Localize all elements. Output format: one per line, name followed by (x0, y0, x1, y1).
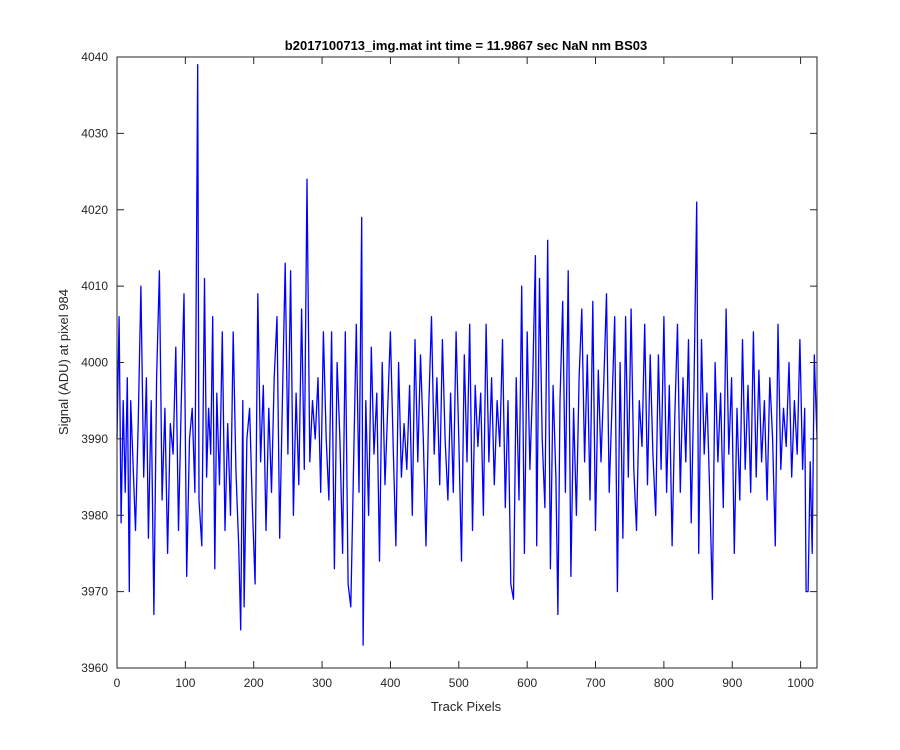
x-tick-label: 600 (517, 676, 537, 690)
y-tick-label: 4000 (81, 356, 108, 370)
x-tick-label: 1000 (787, 676, 814, 690)
y-tick-label: 4010 (81, 279, 108, 293)
y-tick-label: 3960 (81, 661, 108, 675)
x-axis-label: Track Pixels (431, 699, 502, 714)
x-tick-label: 400 (380, 676, 400, 690)
y-tick-label: 3970 (81, 585, 108, 599)
series-line-1 (116, 63, 818, 646)
y-tick-label: 4030 (81, 126, 108, 140)
chart-title: b2017100713_img.mat int time = 11.9867 s… (285, 38, 647, 53)
x-tick-label: 500 (449, 676, 469, 690)
y-axis-label: Signal (ADU) at pixel 984 (56, 289, 71, 435)
y-tick-label: 3990 (81, 432, 108, 446)
y-tick-label: 4020 (81, 203, 108, 217)
x-tick-label: 700 (586, 676, 606, 690)
x-tick-label: 100 (175, 676, 195, 690)
y-axis: 3960 3970 3980 3990 4000 4010 4020 4030 4040 (81, 50, 817, 675)
x-tick-label: 800 (654, 676, 674, 690)
x-tick-label: 300 (312, 676, 332, 690)
x-tick-label: 900 (722, 676, 742, 690)
y-tick-label: 3980 (81, 508, 108, 522)
x-tick-label: 200 (244, 676, 264, 690)
x-tick-label: 0 (114, 676, 121, 690)
x-axis: 0 100 200 300 400 500 600 700 800 900 1000 (114, 57, 814, 690)
y-tick-label: 4040 (81, 50, 108, 64)
data-layer (116, 63, 818, 646)
